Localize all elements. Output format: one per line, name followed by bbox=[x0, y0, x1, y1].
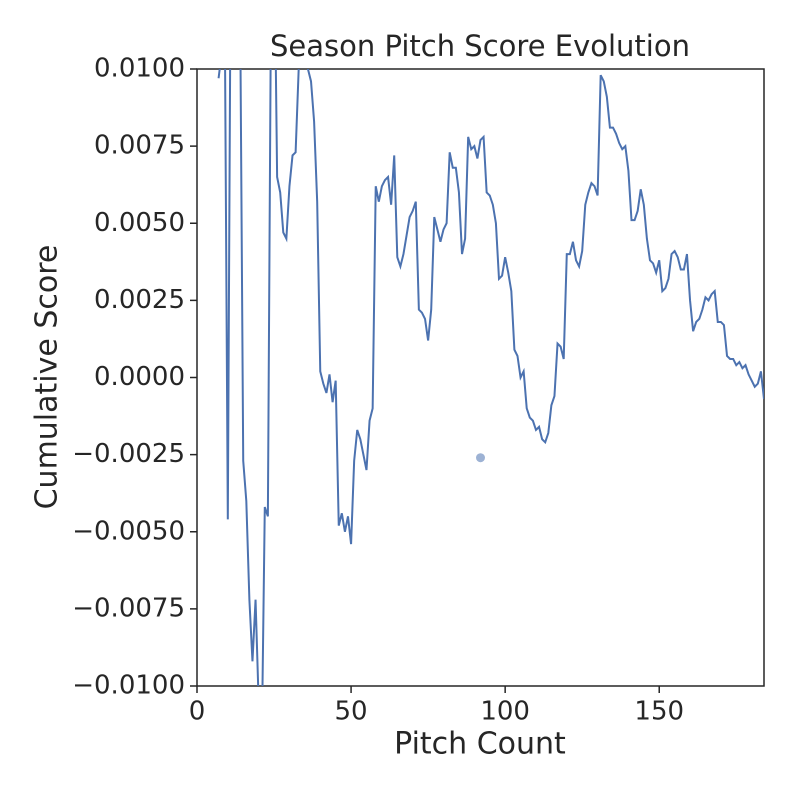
y-tick-label: −0.0050 bbox=[72, 516, 185, 546]
y-axis-label: Cumulative Score bbox=[30, 245, 65, 510]
y-tick-label: 0.0000 bbox=[94, 362, 185, 392]
data-line bbox=[217, 69, 764, 686]
y-tick-label: 0.0075 bbox=[94, 131, 185, 161]
x-tick-label: 50 bbox=[335, 697, 368, 727]
y-tick-label: −0.0075 bbox=[72, 593, 185, 623]
x-axis-label: Pitch Count bbox=[394, 727, 566, 762]
y-tick-label: 0.0050 bbox=[94, 208, 185, 238]
x-tick-label: 150 bbox=[634, 697, 684, 727]
x-tick-label: 0 bbox=[189, 697, 206, 727]
y-tick-label: −0.0025 bbox=[72, 439, 185, 469]
y-tick-label: 0.0100 bbox=[94, 54, 185, 84]
y-tick-label: −0.0100 bbox=[72, 671, 185, 701]
chart-title: Season Pitch Score Evolution bbox=[270, 29, 690, 63]
data-point bbox=[476, 453, 485, 463]
x-tick-label: 100 bbox=[480, 697, 530, 727]
y-tick-label: 0.0025 bbox=[94, 285, 185, 315]
plot-frame bbox=[196, 68, 765, 687]
